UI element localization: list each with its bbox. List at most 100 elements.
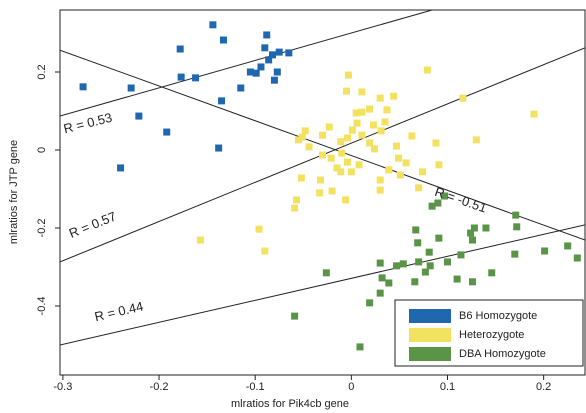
- point: [564, 242, 572, 250]
- y-tick-label: -0.2: [36, 219, 48, 238]
- point: [383, 106, 391, 114]
- point: [163, 128, 171, 136]
- point: [270, 76, 278, 84]
- point: [337, 168, 345, 176]
- point: [541, 247, 549, 255]
- legend-label: B6 Homozygote: [459, 310, 537, 322]
- point: [411, 278, 419, 286]
- point: [219, 36, 227, 44]
- regression-lines: [60, 10, 585, 346]
- r-label: R = -0.51: [433, 184, 489, 216]
- point: [421, 268, 429, 276]
- point: [237, 84, 245, 92]
- point: [246, 68, 254, 76]
- point: [376, 259, 384, 267]
- point: [453, 275, 461, 283]
- point: [470, 224, 478, 232]
- point: [344, 134, 351, 142]
- point: [369, 121, 377, 129]
- point: [261, 44, 269, 52]
- legend-swatch: [409, 347, 451, 361]
- point: [317, 176, 325, 184]
- point: [117, 164, 125, 172]
- regression-line: [60, 10, 433, 117]
- point: [285, 49, 293, 57]
- point: [218, 97, 226, 105]
- point: [358, 131, 366, 139]
- x-tick-label: 0.1: [440, 381, 455, 393]
- point: [428, 202, 436, 210]
- point: [385, 166, 393, 174]
- point: [376, 186, 384, 194]
- points: [79, 21, 581, 351]
- point: [426, 262, 434, 270]
- point: [355, 161, 363, 169]
- regression-line: [60, 224, 585, 346]
- point: [347, 168, 355, 176]
- point: [394, 154, 402, 162]
- point: [370, 145, 378, 153]
- point: [322, 269, 330, 277]
- x-axis-label: mlratios for Pik4cb gene: [231, 398, 349, 410]
- y-tick-label: -0.4: [36, 296, 48, 315]
- point: [435, 161, 443, 169]
- point: [196, 236, 204, 244]
- point: [414, 239, 422, 247]
- point: [511, 250, 519, 258]
- x-tick-label: 0: [348, 381, 354, 393]
- point: [275, 48, 283, 56]
- point: [441, 192, 449, 200]
- point: [79, 83, 87, 91]
- point: [469, 236, 476, 244]
- x-tick-label: -0.1: [246, 381, 265, 393]
- y-tick-label: 0.2: [36, 64, 48, 79]
- point: [385, 279, 393, 287]
- point: [135, 112, 143, 120]
- point: [457, 251, 465, 259]
- point: [319, 151, 326, 159]
- point: [338, 149, 346, 157]
- point: [366, 299, 374, 307]
- point: [415, 184, 423, 192]
- point: [425, 248, 433, 256]
- point: [344, 71, 352, 79]
- legend: B6 Homozygote Heterozygote DBA Homozygote: [394, 299, 584, 367]
- point: [298, 133, 306, 141]
- point: [353, 119, 361, 127]
- legend-label: Heterozygote: [459, 329, 524, 341]
- point: [378, 274, 386, 282]
- point: [265, 56, 273, 64]
- point: [415, 258, 423, 266]
- point: [192, 74, 200, 82]
- point: [252, 69, 260, 77]
- point: [333, 164, 341, 172]
- point: [358, 108, 366, 116]
- point: [263, 31, 271, 39]
- point: [327, 154, 335, 162]
- point: [337, 138, 345, 146]
- r-label: R = 0.57: [67, 209, 119, 241]
- point: [366, 105, 374, 113]
- point: [573, 254, 581, 262]
- point: [393, 142, 401, 150]
- point: [472, 136, 480, 144]
- point: [530, 110, 538, 118]
- point: [482, 224, 490, 232]
- point: [399, 260, 407, 268]
- point: [393, 262, 401, 270]
- y-tick-label: 0: [36, 147, 48, 153]
- point: [419, 168, 426, 176]
- legend-swatch: [409, 309, 451, 323]
- point: [319, 131, 326, 139]
- point: [209, 21, 217, 29]
- regression-line: [60, 49, 585, 241]
- point: [402, 159, 410, 167]
- point: [255, 225, 263, 233]
- point: [432, 139, 440, 147]
- plot-frame: [59, 9, 586, 376]
- point: [301, 127, 309, 135]
- point: [177, 73, 185, 81]
- point: [408, 132, 416, 140]
- x-tick-label: -0.2: [150, 381, 169, 393]
- point: [376, 94, 384, 102]
